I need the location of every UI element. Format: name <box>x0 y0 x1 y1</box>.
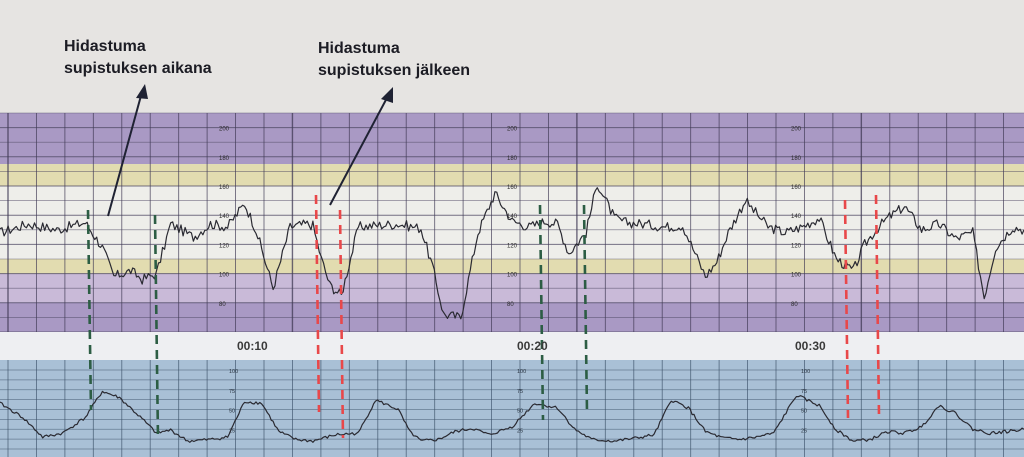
annotation-arrows <box>107 84 393 217</box>
annotation-early-deceleration: Hidastuma supistuksen aikana <box>64 36 212 80</box>
toco-scale-tick: 100 <box>801 369 810 375</box>
band-purple-top <box>0 113 1024 165</box>
decel-dashed-marker <box>874 194 881 417</box>
annotation-2-line2: supistuksen jälkeen <box>318 62 471 79</box>
fhr-zone-bands <box>0 113 1024 332</box>
fhr-scale-tick: 160 <box>219 185 230 191</box>
toco-scale-tick: 75 <box>517 389 523 395</box>
fhr-grid <box>0 112 1024 333</box>
decel-dashed-marker <box>582 204 589 413</box>
toco-scale-tick: 50 <box>229 409 235 415</box>
fhr-scale-tick: 80 <box>219 302 226 308</box>
deceleration-markers <box>86 194 881 441</box>
arrow-1-head <box>136 84 148 99</box>
decel-dashed-marker <box>314 194 321 413</box>
toco-trace-group <box>0 390 1024 443</box>
toco-scale-labels: 100 75 50 25 100 75 50 25 100 75 50 25 <box>229 369 810 434</box>
fhr-scale-tick: 100 <box>219 273 230 279</box>
toco-scale-tick: 100 <box>517 369 526 375</box>
time-label-30: 00:30 <box>795 339 826 353</box>
fhr-scale-tick: 80 <box>507 302 514 308</box>
toco-scale-tick: 25 <box>229 428 235 434</box>
fhr-scale-tick: 200 <box>507 127 518 133</box>
fhr-scale-tick: 200 <box>219 127 230 133</box>
time-label-20: 00:20 <box>517 339 548 353</box>
annotation-1-line2: supistuksen aikana <box>64 60 212 77</box>
annotation-1-line1: Hidastuma <box>64 38 146 55</box>
fhr-scale-tick: 100 <box>791 273 802 279</box>
decel-dashed-marker <box>153 214 160 441</box>
arrow-2-head <box>381 87 393 103</box>
toco-grid <box>0 360 1024 457</box>
decel-dashed-marker <box>338 209 345 439</box>
toco-scale-tick: 25 <box>517 428 523 434</box>
decel-dashed-marker <box>538 204 545 421</box>
fhr-scale-tick: 140 <box>219 214 230 220</box>
fhr-trace-line <box>0 187 1024 320</box>
toco-scale-tick: 75 <box>229 389 235 395</box>
fhr-scale-tick: 140 <box>791 214 802 220</box>
decel-dashed-marker <box>86 209 93 411</box>
fhr-scale-tick: 200 <box>791 127 802 133</box>
fhr-scale-tick: 160 <box>507 185 518 191</box>
annotation-late-deceleration: Hidastuma supistuksen jälkeen <box>318 38 470 82</box>
fhr-scale-tick: 160 <box>791 185 802 191</box>
fhr-scale-tick: 180 <box>507 156 518 162</box>
fhr-scale-tick: 100 <box>507 273 518 279</box>
band-yellow-upper <box>0 164 1024 186</box>
fhr-scale-tick: 120 <box>507 243 518 249</box>
toco-trace-line <box>0 390 1024 443</box>
arrow-1-shaft <box>107 91 143 217</box>
toco-scale-tick: 50 <box>517 409 523 415</box>
fhr-scale-tick: 140 <box>507 214 518 220</box>
time-strip <box>0 332 1024 360</box>
toco-scale-tick: 100 <box>229 369 238 375</box>
fhr-trace-group <box>0 187 1024 320</box>
fhr-scale-tick: 120 <box>791 243 802 249</box>
fhr-scale-labels: 200 180 160 140 120 100 80 200 180 160 140 120 100 80… <box>219 127 802 308</box>
fhr-scale-tick: 180 <box>791 156 802 162</box>
time-label-10: 00:10 <box>237 339 268 353</box>
top-margin-bg <box>0 0 1024 113</box>
toco-scale-tick: 25 <box>801 428 807 434</box>
toco-panel-bg <box>0 360 1024 457</box>
toco-scale-tick: 75 <box>801 389 807 395</box>
fhr-scale-tick: 180 <box>219 156 230 162</box>
annotation-2-line1: Hidastuma <box>318 40 400 57</box>
toco-scale-tick: 50 <box>801 409 807 415</box>
arrow-2-shaft <box>329 95 389 206</box>
decel-dashed-marker <box>843 199 850 419</box>
fhr-scale-tick: 120 <box>219 243 230 249</box>
band-yellow-lower <box>0 259 1024 274</box>
fhr-scale-tick: 80 <box>791 302 798 308</box>
